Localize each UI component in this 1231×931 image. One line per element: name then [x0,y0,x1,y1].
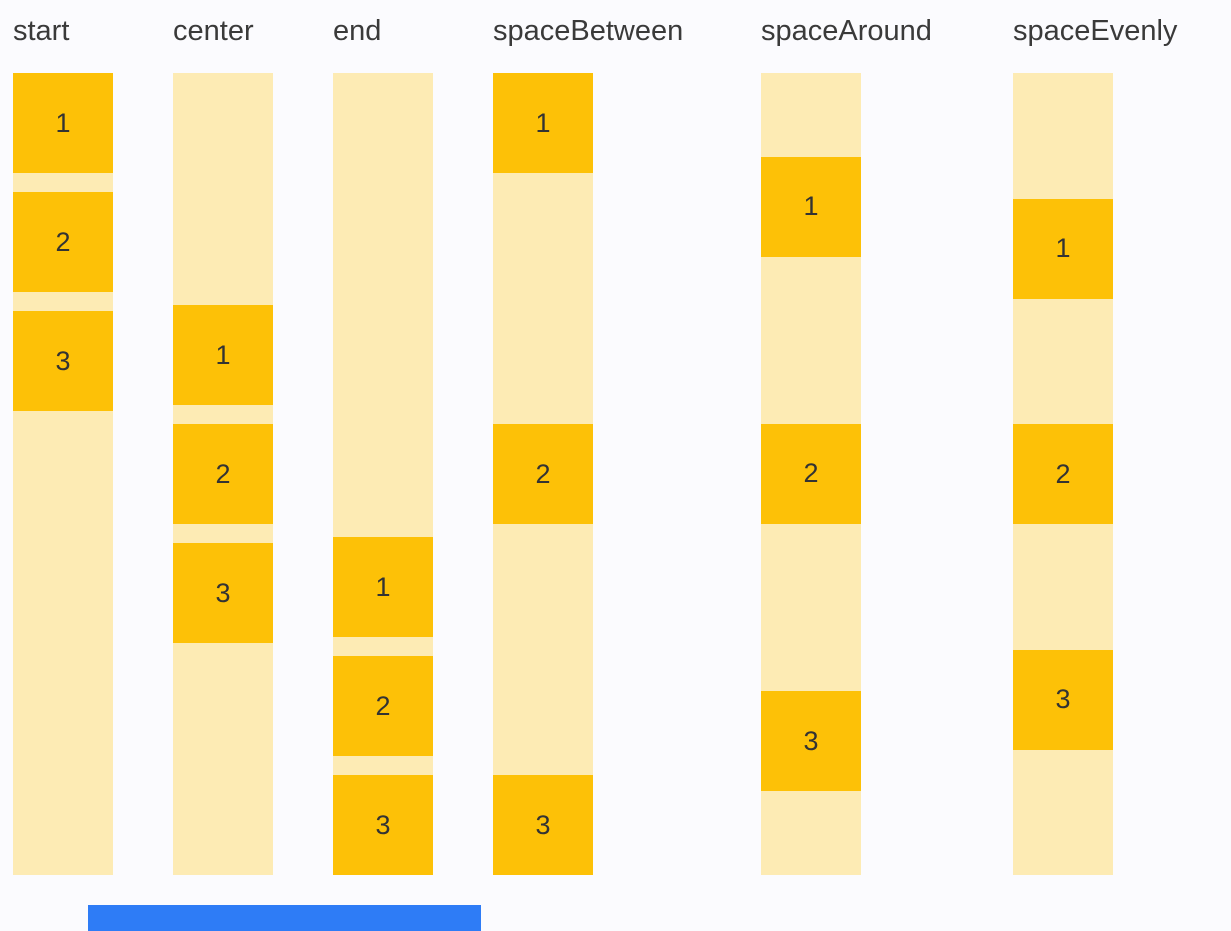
column-end: end 1 2 3 [333,14,433,875]
flex-track-space-evenly: 1 2 3 [1013,73,1113,875]
column-center: center 1 2 3 [173,14,273,875]
flex-item: 2 [493,424,593,524]
column-space-between: spaceBetween 1 2 3 [493,14,683,875]
flex-item: 3 [13,311,113,411]
flex-item: 2 [333,656,433,756]
flex-track-start: 1 2 3 [13,73,113,875]
column-start: start 1 2 3 [13,14,113,875]
flex-item: 2 [173,424,273,524]
flex-item: 3 [493,775,593,875]
flex-item: 3 [761,691,861,792]
flex-item: 3 [333,775,433,875]
flex-item: 2 [761,423,861,524]
column-label-center: center [173,15,254,47]
flex-item: 1 [493,73,593,173]
flex-item: 3 [1013,649,1113,750]
column-label-end: end [333,15,382,47]
column-label-space-around: spaceAround [761,15,932,47]
flex-item: 1 [1013,198,1113,299]
flex-item: 1 [13,73,113,173]
column-space-around: spaceAround 1 2 3 [761,14,932,875]
flex-item: 2 [13,192,113,292]
flex-item: 1 [333,537,433,637]
column-label-space-between: spaceBetween [493,15,684,47]
flex-track-end: 1 2 3 [333,73,433,875]
flex-track-center: 1 2 3 [173,73,273,875]
flex-item: 2 [1013,424,1113,524]
column-label-start: start [13,15,70,47]
flex-item: 3 [173,543,273,643]
flex-item: 1 [173,305,273,405]
flex-track-space-around: 1 2 3 [761,73,861,875]
column-space-evenly: spaceEvenly 1 2 3 [1013,14,1177,875]
flex-item: 1 [761,156,861,257]
column-label-space-evenly: spaceEvenly [1013,15,1178,47]
video-progress-bar[interactable] [88,905,481,931]
flex-track-space-between: 1 2 3 [493,73,593,875]
